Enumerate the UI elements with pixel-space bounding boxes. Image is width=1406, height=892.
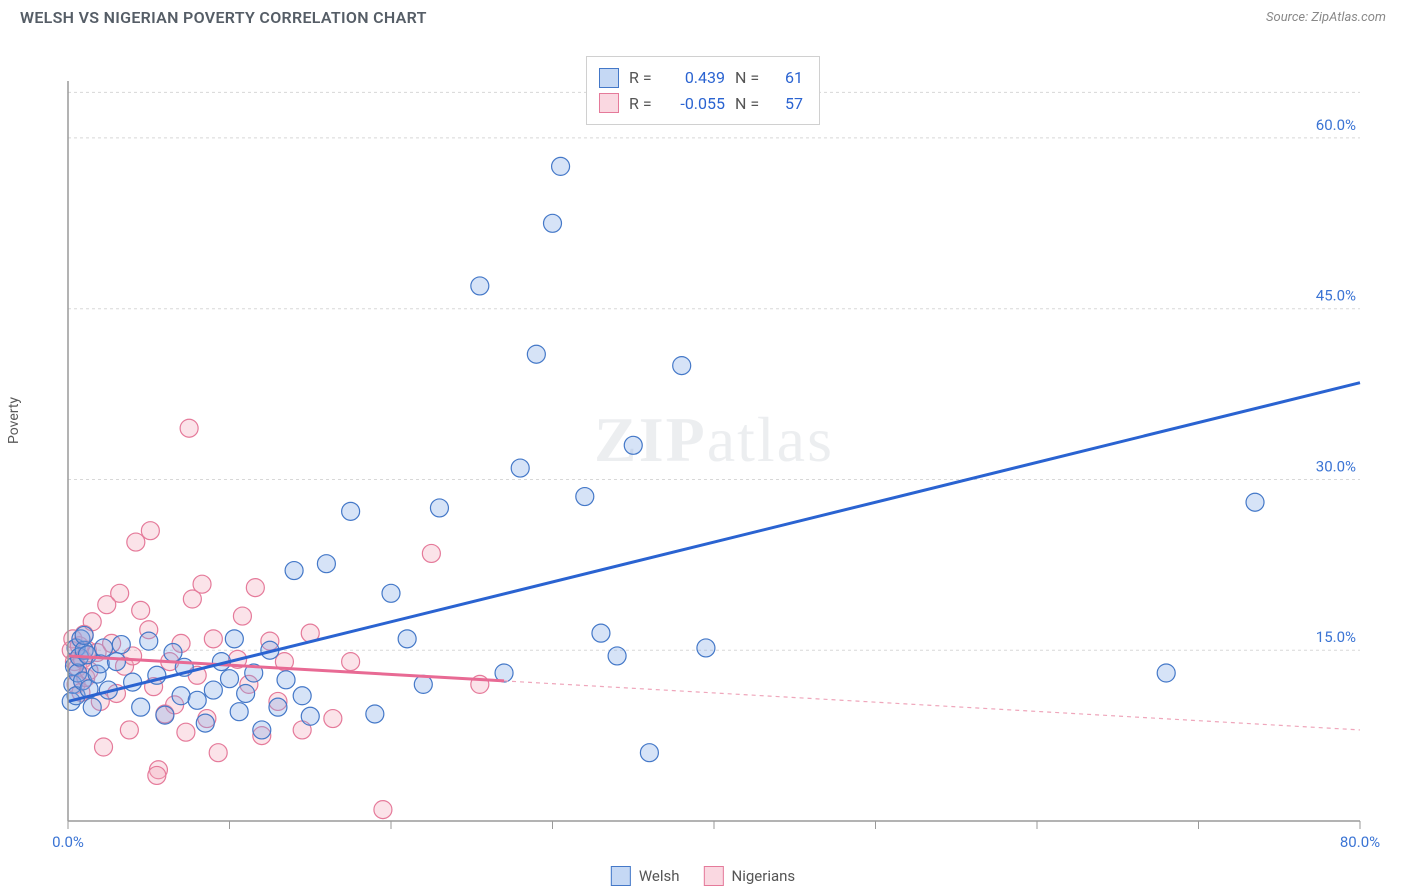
y-tick-label: 30.0% (1316, 457, 1356, 475)
chart-source: Source: ZipAtlas.com (1266, 10, 1386, 25)
data-point (233, 607, 251, 625)
data-point (253, 721, 271, 739)
legend-n-value: 57 (773, 91, 803, 117)
data-point (141, 522, 159, 540)
data-point (209, 744, 227, 762)
data-point (673, 357, 691, 375)
data-point (285, 562, 303, 580)
data-point (177, 723, 195, 741)
data-point (180, 419, 198, 437)
data-point (120, 721, 138, 739)
data-point (382, 584, 400, 602)
data-point (398, 630, 416, 648)
data-point (544, 214, 562, 232)
data-point (204, 630, 222, 648)
data-point (127, 533, 145, 551)
data-point (156, 706, 174, 724)
legend-r-label: R = (629, 65, 657, 91)
data-point (221, 670, 239, 688)
legend-n-value: 61 (773, 65, 803, 91)
y-tick-label: 15.0% (1316, 628, 1356, 646)
y-axis-label: Poverty (6, 397, 22, 444)
data-point (342, 653, 360, 671)
data-point (430, 499, 448, 517)
legend-n-label: N = (735, 91, 763, 117)
data-point (83, 698, 101, 716)
data-point (225, 630, 243, 648)
data-point (140, 632, 158, 650)
data-point (132, 601, 150, 619)
data-point (188, 691, 206, 709)
data-point (576, 488, 594, 506)
legend-series-label: Nigerians (732, 867, 796, 885)
x-tick-label: 80.0% (1340, 833, 1380, 851)
data-point (422, 544, 440, 562)
data-point (164, 644, 182, 662)
data-point (1246, 493, 1264, 511)
data-point (246, 579, 264, 597)
scatter-chart-svg: ZIPatlas0.0%80.0%15.0%30.0%45.0%60.0% (20, 31, 1386, 881)
data-point (471, 277, 489, 295)
data-point (107, 653, 125, 671)
x-tick-label: 0.0% (52, 833, 84, 851)
data-point (527, 345, 545, 363)
data-point (374, 801, 392, 819)
legend-series-label: Welsh (639, 867, 680, 885)
legend-correlation-row: R = -0.055 N = 57 (599, 91, 803, 117)
data-point (237, 684, 255, 702)
data-point (269, 698, 287, 716)
data-point (324, 710, 342, 728)
data-point (552, 157, 570, 175)
legend-swatch (599, 93, 619, 113)
legend-r-value: -0.055 (667, 91, 725, 117)
data-point (640, 744, 658, 762)
data-point (366, 705, 384, 723)
legend-r-label: R = (629, 91, 657, 117)
data-point (277, 671, 295, 689)
data-point (95, 738, 113, 756)
data-point (592, 624, 610, 642)
legend-swatch (704, 866, 724, 886)
legend-r-value: 0.439 (667, 65, 725, 91)
data-point (608, 647, 626, 665)
trend-line-extension (504, 681, 1360, 730)
chart-header: WELSH VS NIGERIAN POVERTY CORRELATION CH… (0, 0, 1406, 31)
chart-title: WELSH VS NIGERIAN POVERTY CORRELATION CH… (20, 8, 427, 27)
data-point (204, 681, 222, 699)
data-point (697, 639, 715, 657)
correlation-legend: R = 0.439 N = 61 R = -0.055 N = 57 (586, 56, 820, 125)
data-point (132, 698, 150, 716)
chart-area: Poverty ZIPatlas0.0%80.0%15.0%30.0%45.0%… (20, 31, 1386, 881)
series-legend: Welsh Nigerians (611, 866, 795, 886)
data-point (624, 436, 642, 454)
data-point (95, 639, 113, 657)
data-point (230, 703, 248, 721)
data-point (301, 707, 319, 725)
data-point (317, 555, 335, 573)
y-tick-label: 60.0% (1316, 116, 1356, 134)
data-point (75, 626, 93, 644)
data-point (111, 584, 129, 602)
legend-swatch (611, 866, 631, 886)
data-point (1157, 664, 1175, 682)
data-point (196, 714, 214, 732)
legend-series-item: Welsh (611, 866, 680, 886)
legend-swatch (599, 68, 619, 88)
data-point (112, 636, 130, 654)
y-tick-label: 45.0% (1316, 287, 1356, 305)
data-point (148, 766, 166, 784)
data-point (293, 687, 311, 705)
legend-correlation-row: R = 0.439 N = 61 (599, 65, 803, 91)
data-point (511, 459, 529, 477)
legend-series-item: Nigerians (704, 866, 796, 886)
data-point (342, 502, 360, 520)
data-point (172, 687, 190, 705)
data-point (193, 575, 211, 593)
legend-n-label: N = (735, 65, 763, 91)
